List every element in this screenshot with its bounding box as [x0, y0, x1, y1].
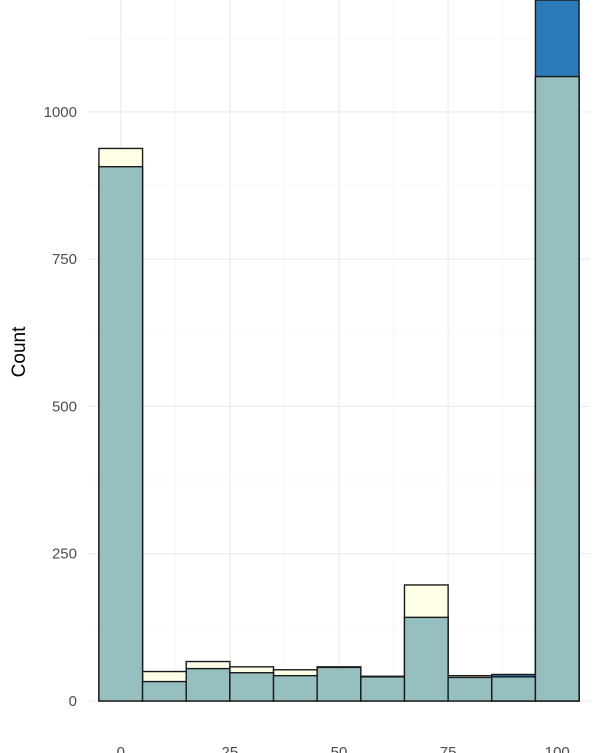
histogram-bar [98, 166, 144, 702]
histogram-bar [185, 667, 231, 702]
y-tick-label: 750 [52, 251, 77, 268]
histogram-bar [447, 676, 493, 702]
y-axis-title: Count [9, 326, 30, 377]
histogram-bar [272, 674, 318, 702]
x-tick-label: 50 [331, 744, 348, 753]
histogram-bar [316, 666, 362, 702]
x-tick-labels: 0 25 50 75 100 [117, 744, 570, 753]
y-tick-label: 1000 [44, 104, 77, 121]
histogram-bar [491, 676, 537, 702]
y-tick-label: 500 [52, 398, 77, 415]
x-tick-label: 75 [440, 744, 457, 753]
x-tick-label: 100 [545, 744, 570, 753]
y-tick-label: 0 [69, 693, 77, 710]
y-tick-labels: 0 250 500 750 1000 [44, 104, 77, 710]
histogram-bar [534, 75, 580, 702]
histogram-bar [229, 672, 275, 702]
histogram-bar [360, 676, 406, 702]
x-tick-label: 0 [117, 744, 125, 753]
histogram-bar [403, 616, 449, 702]
bars [98, 0, 580, 702]
y-tick-label: 250 [52, 546, 77, 563]
x-tick-label: 25 [222, 744, 239, 753]
histogram-bar [141, 680, 187, 702]
grid [88, 0, 590, 702]
